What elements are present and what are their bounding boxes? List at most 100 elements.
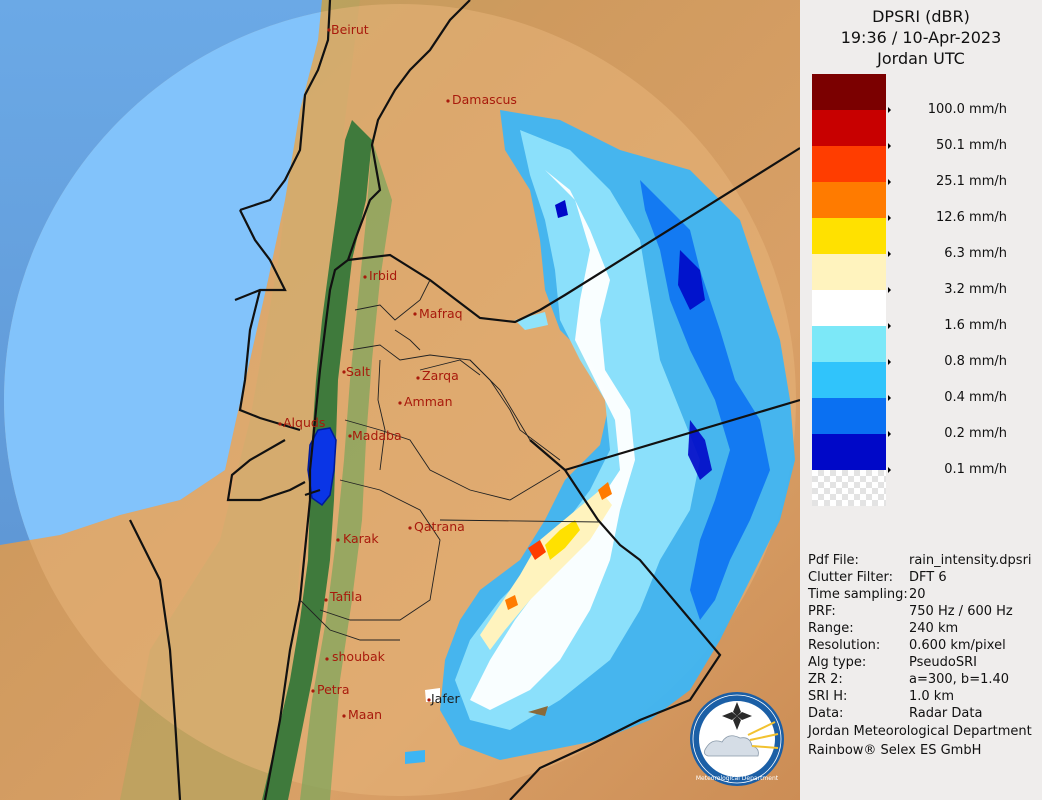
city-damascus: Damascus xyxy=(452,92,517,107)
city-salt: Salt xyxy=(346,364,370,379)
city-dot xyxy=(416,376,420,380)
city-dot xyxy=(342,714,346,718)
city-labels: Beirut Damascus Irbid Mafraq Salt Zarqa … xyxy=(278,22,517,722)
metadata-value: 20 xyxy=(909,587,926,602)
legend-level-label: 100.0 mm/h xyxy=(927,102,1007,117)
city-dot xyxy=(311,689,315,693)
legend-tick xyxy=(888,215,891,221)
city-dot xyxy=(363,275,367,279)
city-dot xyxy=(413,312,417,316)
city-dot xyxy=(336,538,340,542)
legend-tick xyxy=(888,107,891,113)
metadata-value: a=300, b=1.40 xyxy=(909,672,1010,687)
radar-map[interactable]: Beirut Damascus Irbid Mafraq Salt Zarqa … xyxy=(0,0,800,800)
metadata-key: Time sampling: xyxy=(808,587,908,602)
city-dot xyxy=(398,401,402,405)
metadata-key: Range: xyxy=(808,621,854,636)
legend-swatch xyxy=(812,290,886,326)
legend-level-label: 50.1 mm/h xyxy=(935,138,1007,153)
legend-swatch xyxy=(812,254,886,290)
department-credit: Jordan Meteorological Department xyxy=(808,724,1032,739)
city-maan: Maan xyxy=(348,707,382,722)
legend-tick xyxy=(888,431,891,437)
legend-swatch xyxy=(812,398,886,434)
legend-swatch xyxy=(812,470,886,506)
metadata-key: ZR 2: xyxy=(808,672,843,687)
legend-level-label: 0.2 mm/h xyxy=(944,426,1007,441)
legend-swatch xyxy=(812,362,886,398)
legend-level-label: 6.3 mm/h xyxy=(944,246,1007,261)
dead-sea xyxy=(308,428,336,505)
legend-swatch xyxy=(812,434,886,470)
legend-panel: DPSRI (dBR) 19:36 / 10-Apr-2023 Jordan U… xyxy=(800,0,1042,800)
met-department-logo: Meteorological Department xyxy=(690,692,784,786)
city-madaba: Madaba xyxy=(352,428,402,443)
radar-map-svg: Beirut Damascus Irbid Mafraq Salt Zarqa … xyxy=(0,0,800,800)
dead-sea-outline xyxy=(307,427,337,507)
legend-tick xyxy=(888,395,891,401)
legend-swatch xyxy=(812,74,886,110)
datetime-label: 19:36 / 10-Apr-2023 xyxy=(840,28,1002,47)
rift-valley-edge xyxy=(300,140,392,800)
metadata-key: Resolution: xyxy=(808,638,881,653)
city-dot xyxy=(348,434,352,438)
legend-level-label: 25.1 mm/h xyxy=(935,174,1007,189)
legend-tick xyxy=(888,467,891,473)
legend-tick xyxy=(888,287,891,293)
legend-level-label: 3.2 mm/h xyxy=(944,282,1007,297)
legend-tick xyxy=(888,323,891,329)
metadata-key: Alg type: xyxy=(808,655,867,670)
metadata-value: 240 km xyxy=(909,621,959,636)
timezone-label: Jordan UTC xyxy=(877,49,965,68)
metadata-key: Pdf File: xyxy=(808,553,859,568)
metadata-value: 750 Hz / 600 Hz xyxy=(909,604,1013,619)
city-dot xyxy=(325,657,329,661)
city-mafraq: Mafraq xyxy=(419,306,463,321)
software-credit: Rainbow® Selex ES GmbH xyxy=(808,743,982,758)
legend-swatch xyxy=(812,146,886,182)
city-jafer: Jafer xyxy=(430,691,460,706)
metadata-key: Clutter Filter: xyxy=(808,570,893,585)
city-zarqa: Zarqa xyxy=(422,368,459,383)
legend-tick xyxy=(888,251,891,257)
metadata-value: 0.600 km/pixel xyxy=(909,638,1006,653)
metadata-value: PseudoSRI xyxy=(909,655,977,670)
city-dot xyxy=(446,99,450,103)
city-tafila: Tafila xyxy=(329,589,362,604)
legend-tick xyxy=(888,359,891,365)
legend-level-label: 0.8 mm/h xyxy=(944,354,1007,369)
precipitation-layer xyxy=(405,110,795,764)
borders xyxy=(129,0,800,800)
legend-level-label: 0.1 mm/h xyxy=(944,462,1007,477)
governorate-boundaries xyxy=(299,279,601,641)
legend-swatch xyxy=(812,218,886,254)
legend-swatch xyxy=(812,326,886,362)
city-dot xyxy=(278,422,282,426)
city-dot xyxy=(408,526,412,530)
legend-tick xyxy=(888,179,891,185)
city-dot xyxy=(324,598,328,602)
metadata-key: PRF: xyxy=(808,604,836,619)
legend-level-label: 0.4 mm/h xyxy=(944,390,1007,405)
legend-swatch xyxy=(812,110,886,146)
city-alquds: Alquds xyxy=(283,415,325,430)
city-dot xyxy=(327,28,331,32)
legend-level-label: 1.6 mm/h xyxy=(944,318,1007,333)
city-karak: Karak xyxy=(343,531,379,546)
product-title: DPSRI (dBR) xyxy=(872,7,970,26)
city-irbid: Irbid xyxy=(369,268,397,283)
legend-level-label: 12.6 mm/h xyxy=(935,210,1007,225)
legend-tick xyxy=(888,143,891,149)
city-beirut: Beirut xyxy=(331,22,369,37)
metadata-value: Radar Data xyxy=(909,706,983,721)
metadata-value: 1.0 km xyxy=(909,689,954,704)
city-dot xyxy=(427,698,431,702)
city-amman: Amman xyxy=(404,394,453,409)
city-qatrana: Qatrana xyxy=(414,519,465,534)
city-dot xyxy=(342,370,346,374)
metadata-value: DFT 6 xyxy=(909,570,947,585)
metadata-key: Data: xyxy=(808,706,844,721)
city-petra: Petra xyxy=(317,682,349,697)
city-shoubak: shoubak xyxy=(332,649,386,664)
logo-caption: Meteorological Department xyxy=(696,775,779,782)
